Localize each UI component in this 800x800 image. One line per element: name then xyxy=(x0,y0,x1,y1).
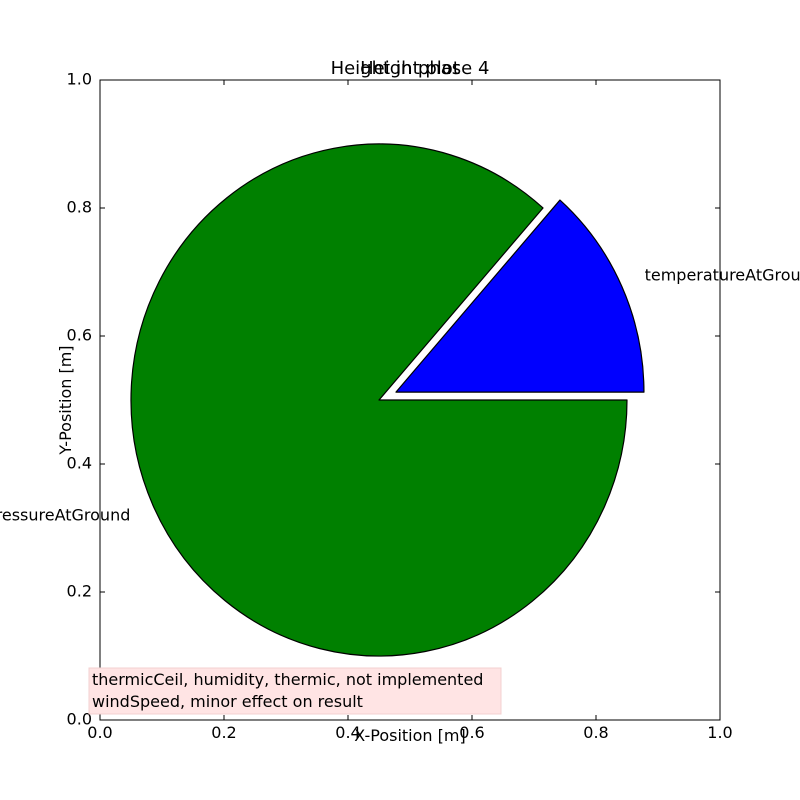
slice-label: temperatureAtGround xyxy=(645,266,800,285)
x-tick-label: 0.6 xyxy=(459,723,484,742)
pie-slice-pressureAtGround xyxy=(130,143,628,657)
slice-labels: temperatureAtGround pressureAtGround xyxy=(0,266,800,525)
y-tick-label: 0.4 xyxy=(67,454,92,473)
y-tick-label: 0.8 xyxy=(67,198,92,217)
pie-slice-temperatureAtGround xyxy=(395,199,645,393)
x-tick-label: 0.2 xyxy=(211,723,236,742)
slice-label: pressureAtGround xyxy=(0,505,130,524)
y-tick-label: 0.0 xyxy=(67,710,92,729)
y-tick-label: 0.6 xyxy=(67,326,92,345)
pie-slices xyxy=(130,143,645,657)
x-tick-label: 0.8 xyxy=(583,723,608,742)
annotation-box: thermicCeil, humidity, thermic, not impl… xyxy=(88,667,502,715)
chart-title: Height plot xyxy=(360,58,460,79)
annotation-line: thermicCeil, humidity, thermic, not impl… xyxy=(92,670,483,689)
axes-frame xyxy=(99,79,721,721)
x-tick-label: 0.4 xyxy=(335,723,360,742)
annotation-line: windSpeed, minor effect on result xyxy=(92,692,363,711)
chart-title: Height in phase 4 xyxy=(331,58,490,79)
x-tick-label: 0.0 xyxy=(87,723,112,742)
y-tick-label: 1.0 xyxy=(67,70,92,89)
y-axis-label: Y-Position [m] xyxy=(56,345,75,455)
annotation-background xyxy=(88,667,502,715)
x-tick-label: 1.0 xyxy=(707,723,732,742)
axis-ticks: 0.0 0.2 0.4 0.6 0.8 1.0 0.0 0.2 0.4 0.6 0.8 1.0 xyxy=(67,70,733,743)
y-tick-label: 0.2 xyxy=(67,582,92,601)
x-axis-label: X-Position [m] xyxy=(354,726,465,745)
